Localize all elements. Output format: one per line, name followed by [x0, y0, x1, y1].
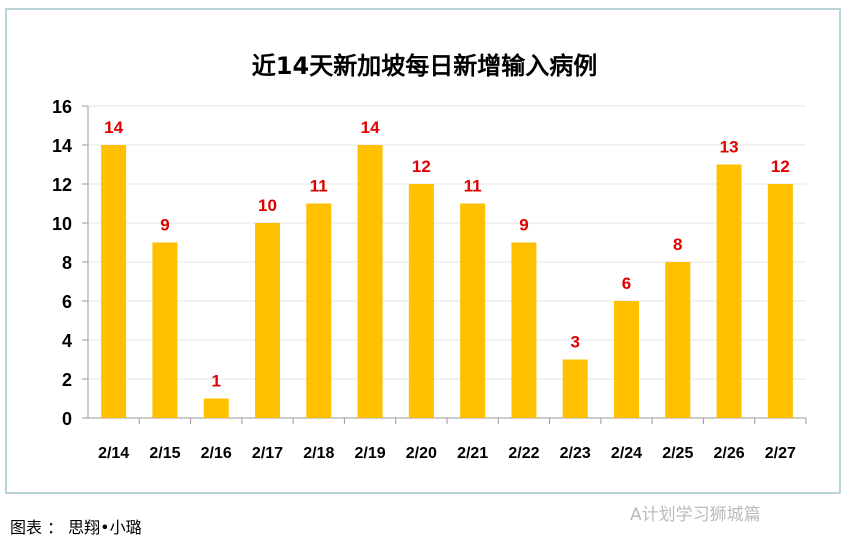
data-label: 11 [310, 177, 328, 196]
bar [767, 184, 793, 418]
chart-title: 近14天新加坡每日新增输入病例 [251, 52, 598, 80]
bar [511, 242, 537, 418]
y-tick-label: 12 [52, 175, 72, 195]
bar [255, 223, 280, 418]
data-label: 8 [673, 235, 682, 254]
watermark: A计划学习狮城篇 [630, 505, 761, 525]
y-tick-label: 0 [62, 409, 72, 429]
x-tick-label: 2/21 [457, 445, 488, 462]
y-tick-label: 14 [52, 136, 72, 156]
bar [408, 184, 434, 418]
x-tick-label: 2/18 [303, 445, 334, 462]
bar [614, 301, 639, 418]
x-tick-label: 2/25 [662, 445, 693, 462]
x-tick-label: 2/22 [508, 445, 539, 462]
data-label: 11 [464, 177, 482, 196]
x-tick-label: 2/26 [714, 445, 745, 462]
bar [152, 242, 178, 418]
data-label: 14 [361, 118, 380, 137]
y-tick-label: 4 [62, 331, 72, 351]
x-tick-label: 2/23 [560, 445, 591, 462]
y-tick-label: 2 [62, 370, 72, 390]
data-label: 3 [570, 333, 579, 352]
data-label: 9 [519, 216, 528, 235]
y-tick-label: 6 [62, 292, 72, 312]
y-tick-label: 10 [52, 214, 72, 234]
data-label: 12 [412, 157, 431, 176]
data-label: 13 [720, 138, 739, 157]
chart-frame [5, 8, 841, 494]
bar [306, 203, 332, 418]
bar [562, 359, 588, 418]
bar [460, 203, 486, 418]
x-tick-label: 2/20 [406, 445, 437, 462]
data-label: 1 [211, 372, 220, 391]
x-tick-label: 2/24 [611, 445, 642, 462]
data-label: 9 [160, 216, 169, 235]
bar [665, 262, 691, 418]
y-tick-label: 8 [62, 253, 72, 273]
y-tick-label: 16 [52, 97, 72, 117]
bar [203, 398, 229, 418]
x-tick-label: 2/19 [355, 445, 386, 462]
bar [716, 164, 742, 418]
x-tick-label: 2/15 [149, 445, 180, 462]
data-label: 14 [104, 118, 123, 137]
x-tick-label: 2/17 [252, 445, 283, 462]
x-tick-label: 2/14 [98, 445, 129, 462]
bar [357, 145, 383, 418]
data-label: 12 [771, 157, 790, 176]
x-tick-label: 2/27 [765, 445, 796, 462]
data-label: 6 [622, 274, 631, 293]
data-label: 10 [258, 196, 277, 215]
caption: 图表 ： 思翔•小璐 [10, 518, 142, 537]
bar [101, 145, 127, 418]
x-tick-label: 2/16 [201, 445, 232, 462]
